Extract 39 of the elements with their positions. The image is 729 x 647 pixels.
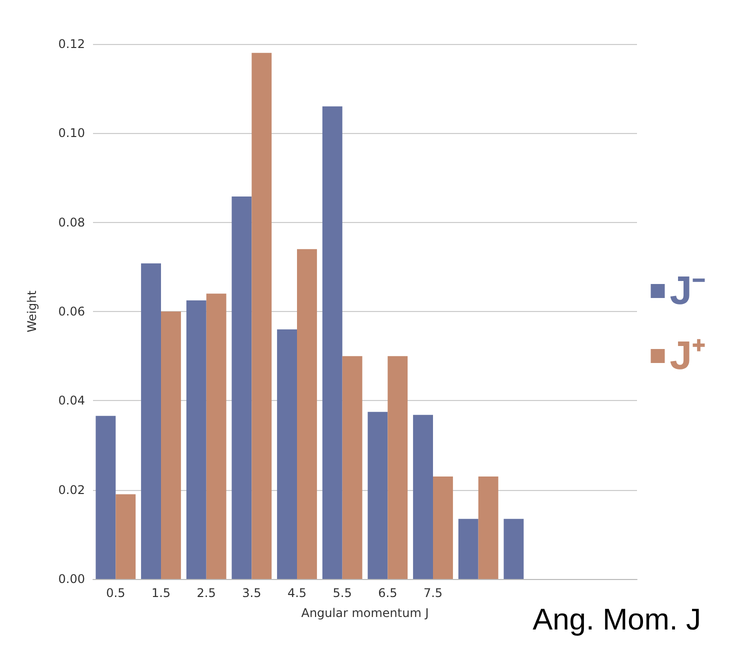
x-axis-title: Angular momentum J: [301, 606, 429, 620]
bar: [252, 52, 272, 579]
text: Ang. Mom. J: [532, 604, 702, 636]
bar: [206, 294, 226, 579]
bar: [186, 300, 206, 579]
y-tick-label: 0.12: [58, 37, 85, 51]
x-tick-label: 1.5: [151, 586, 171, 600]
bar: [277, 329, 297, 579]
x-tick-label: 4.5: [287, 586, 307, 600]
legend-label: J⁻: [670, 269, 706, 313]
bar: [388, 356, 408, 579]
bar: [413, 414, 433, 579]
y-tick-label: 0.04: [58, 394, 85, 408]
y-tick-label: 0.08: [58, 215, 85, 230]
y-tick-label: 0.02: [58, 482, 85, 497]
y-tick-label: 0.06: [58, 304, 85, 318]
y-axis-title: Weight: [25, 290, 39, 332]
bar: [322, 106, 342, 579]
bar: [96, 416, 116, 579]
y-tick-label: 0.00: [58, 572, 85, 586]
x-tick-label: 2.5: [196, 586, 216, 600]
x-tick-label: 0.5: [106, 586, 126, 600]
x-tick-label: 5.5: [332, 586, 352, 600]
bar: [161, 312, 181, 579]
y-tick-label: 0.10: [58, 126, 85, 140]
bar: [433, 476, 453, 579]
bar: [342, 356, 362, 579]
bar: [232, 196, 252, 579]
bar: [297, 249, 317, 579]
bar: [504, 518, 524, 579]
bar: [116, 494, 136, 579]
bar: [458, 518, 478, 579]
legend-label: J⁺: [670, 334, 706, 378]
x-tick-label: 7.5: [423, 586, 443, 600]
x-tick-label: 6.5: [378, 586, 398, 600]
bar: [141, 263, 161, 579]
bar: [478, 476, 498, 579]
x-tick-label: 3.5: [242, 586, 262, 600]
bar: [368, 412, 388, 579]
